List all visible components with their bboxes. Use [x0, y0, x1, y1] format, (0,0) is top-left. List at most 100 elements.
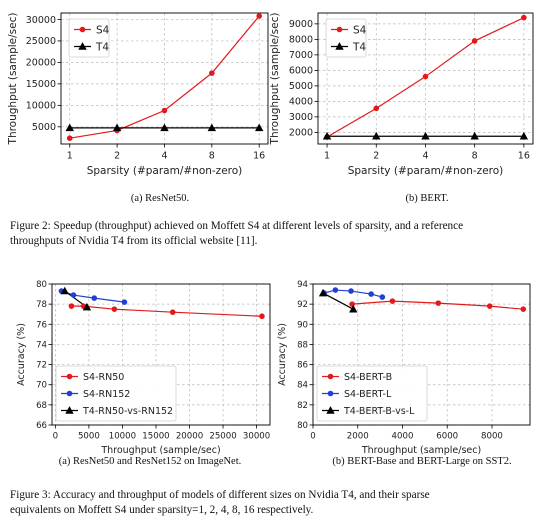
y-tick-label: 86 — [297, 361, 308, 371]
y-tick-label: 82 — [297, 401, 308, 411]
plot-frame — [51, 283, 271, 426]
y-tick-label: 84 — [297, 381, 308, 391]
legend-box — [325, 18, 367, 58]
x-tick-label: 5000 — [78, 432, 100, 442]
legend-marker — [335, 42, 344, 50]
legend-marker — [78, 42, 87, 50]
x-tick-label: 6000 — [436, 432, 458, 442]
legend-marker — [65, 406, 74, 414]
subcaption-resnet: (a) ResNet50. — [130, 193, 190, 204]
figure3-caption-line2: equivalents on Moffett S4 under sparsity… — [10, 504, 314, 516]
legend-label: S4-RN50 — [83, 372, 124, 383]
y-tick-label: 70 — [36, 381, 47, 391]
legend-label: S4-BERT-B — [344, 372, 392, 383]
data-point-S4-BERT-L — [332, 287, 339, 293]
legend-label: T4 — [95, 41, 109, 53]
y-tick-label: 5000 — [32, 122, 56, 133]
series-group — [61, 290, 262, 317]
data-point-S4 — [209, 70, 215, 76]
data-point-S4-BERT-B — [389, 298, 396, 304]
data-point-T4-BERT-B-vs-L — [349, 304, 358, 313]
y-tick-label: 6000 — [289, 66, 313, 77]
data-point-T4-BERT-B-vs-L — [318, 288, 328, 297]
x-tick-label: 10000 — [109, 432, 136, 442]
y-axis-label: Accuracy (%) — [16, 323, 27, 386]
chart-bert: 1 2 4 8 16 2000 3000 4000 5000 6000 7000 8000 9000 Sp… — [269, 13, 534, 177]
x-tick-label: 8000 — [481, 432, 503, 442]
x-tick-label: 1 — [67, 151, 73, 162]
data-point-S4 — [471, 38, 478, 44]
x-tick-label: 2 — [114, 151, 120, 162]
data-point-S4 — [521, 14, 527, 21]
series-line-S4-RN50 — [71, 305, 262, 317]
x-tick-label: 2 — [373, 151, 379, 162]
data-point-S4-RN50 — [68, 303, 75, 309]
y-tick-label: 9000 — [289, 19, 313, 30]
y-tick-label: 94 — [297, 280, 308, 290]
x-tick-label: 25000 — [209, 432, 236, 442]
data-point-T4 — [421, 131, 430, 140]
figure3-caption: Figure 3: Accuracy and throughput of mod… — [10, 488, 550, 518]
y-tick-label: 7000 — [289, 50, 313, 61]
y-tick-label: 4000 — [289, 97, 313, 108]
x-tick-label: 16 — [253, 151, 265, 162]
data-point-S4-BERT-B — [486, 303, 493, 309]
y-tick-label: 90 — [297, 320, 308, 330]
y-axis-label: Throughput (sample/sec) — [269, 13, 281, 146]
data-point-T4 — [470, 131, 479, 140]
data-point-S4-RN152 — [70, 292, 77, 298]
data-point-S4-BERT-L — [348, 288, 354, 294]
data-point-T4 — [112, 123, 122, 132]
y-tick-label: 10000 — [26, 101, 56, 112]
data-point-T4 — [519, 131, 529, 140]
x-tick-label: 15000 — [142, 432, 169, 442]
chart-imagenet: 0 5000 10000 15000 20000 25000 30000 66 68 70 72 74… — [16, 280, 271, 456]
legend-label: T4-BERT-B-vs-L — [343, 406, 415, 417]
x-axis-label: Sparsity (#param/#non-zero) — [87, 165, 243, 177]
subcaption-imagenet: (a) ResNet50 and ResNet152 on ImageNet. — [58, 456, 242, 467]
legend-box — [316, 365, 428, 422]
data-point-S4 — [66, 135, 73, 142]
legend-marker — [327, 373, 334, 380]
data-point-T4 — [254, 123, 264, 132]
legend-label: S4-BERT-L — [344, 389, 392, 400]
legend-marker — [327, 390, 334, 397]
y-tick-label: 76 — [36, 320, 47, 330]
data-point-S4-BERT-L — [379, 294, 386, 300]
data-point-T4 — [160, 123, 169, 132]
legend-label: T4-RN50-vs-RN152 — [82, 406, 173, 417]
legend-marker — [336, 26, 343, 33]
y-tick-label: 92 — [297, 300, 308, 310]
data-point-S4-RN50 — [111, 306, 118, 312]
y-tick-label: 72 — [36, 361, 47, 371]
plot-frame — [312, 283, 531, 426]
chart-sst2: 0 2000 4000 6000 8000 80 82 84 86 88 90 92 94 Through… — [277, 280, 531, 456]
legend-label: S4-RN152 — [83, 389, 130, 400]
x-axis-label: Throughput (sample/sec) — [361, 445, 481, 456]
y-tick-label: 74 — [36, 340, 47, 350]
x-tick-label: 4 — [422, 151, 428, 162]
legend-label: S4 — [353, 24, 367, 36]
data-point-T4-RN50-vs-RN152 — [60, 286, 69, 295]
legend-marker — [326, 406, 335, 414]
x-tick-label: 8 — [472, 151, 478, 162]
data-point-T4-RN50-vs-RN152 — [82, 302, 92, 311]
figure2-caption-line2: throughputs of Nvidia T4 from its offici… — [10, 235, 258, 247]
legend-marker — [79, 26, 86, 33]
legend-label: S4 — [96, 24, 110, 36]
x-tick-label: 20000 — [176, 432, 203, 442]
x-axis-label: Sparsity (#param/#non-zero) — [348, 165, 504, 177]
x-tick-label: 0 — [310, 432, 315, 442]
y-tick-label: 68 — [36, 401, 47, 411]
y-tick-label: 15000 — [26, 79, 56, 90]
y-tick-label: 80 — [297, 421, 308, 431]
y-tick-label: 30000 — [26, 15, 56, 26]
data-point-S4 — [422, 73, 429, 80]
y-tick-label: 2000 — [289, 128, 313, 139]
figure3-caption-line1: Figure 3: Accuracy and throughput of mod… — [10, 489, 430, 501]
y-tick-label: 78 — [36, 300, 47, 310]
legend-marker — [66, 390, 73, 397]
data-point-S4-RN50 — [259, 313, 265, 320]
x-tick-label: 2000 — [347, 432, 369, 442]
y-tick-label: 5000 — [289, 81, 313, 92]
